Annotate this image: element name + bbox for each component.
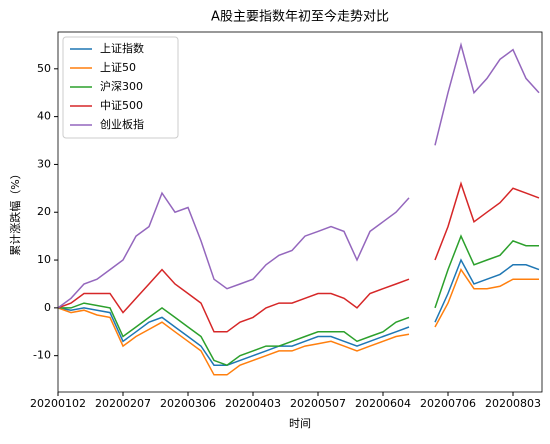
series-line xyxy=(58,234,539,367)
series-line xyxy=(57,181,540,333)
chart-title: A股主要指数年初至今走势对比 xyxy=(211,9,389,25)
x-tick-label: 20200102 xyxy=(30,397,86,410)
x-tick-label: 20200803 xyxy=(485,397,541,410)
x-tick-label: 20200207 xyxy=(95,397,151,410)
x-tick-label: 20200706 xyxy=(420,397,476,410)
x-tick-label: 20200507 xyxy=(290,397,346,410)
y-tick-label: 40 xyxy=(37,110,51,123)
series-line xyxy=(57,42,540,309)
x-tick-label: 20200306 xyxy=(160,397,216,410)
plot-frame xyxy=(57,31,543,393)
x-tick-label: 20200403 xyxy=(225,397,281,410)
series-line xyxy=(57,267,539,376)
legend-box xyxy=(62,36,179,139)
y-tick-label: 20 xyxy=(37,205,51,218)
y-tick-label: 50 xyxy=(37,62,51,75)
y-tick-label: 30 xyxy=(37,157,51,170)
legend-label: 上证50 xyxy=(100,61,136,74)
y-axis-label: 累计涨跌幅（%） xyxy=(8,168,22,255)
legend-label: 上证指数 xyxy=(100,41,144,55)
legend-label: 中证500 xyxy=(100,99,143,112)
x-tick-label: 20200604 xyxy=(355,397,411,410)
y-tick-label: 0 xyxy=(44,301,51,314)
series-line xyxy=(57,258,540,366)
y-tick-label: -10 xyxy=(33,349,51,362)
legend-label: 沪深300 xyxy=(100,79,143,93)
x-axis-label: 时间 xyxy=(289,417,311,430)
y-tick-label: 10 xyxy=(37,253,51,266)
legend-label: 创业板指 xyxy=(100,117,144,131)
